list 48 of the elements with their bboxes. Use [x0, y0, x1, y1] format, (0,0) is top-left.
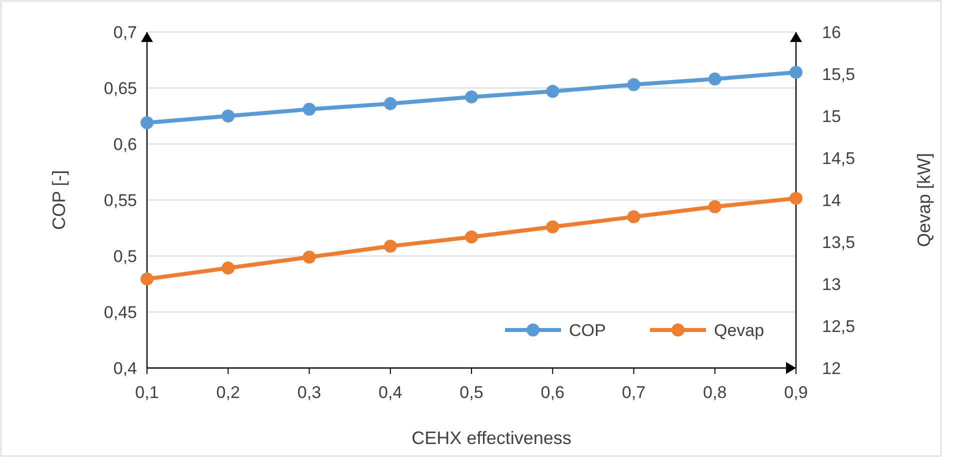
y2-tick-label: 13 — [822, 275, 841, 294]
legend-label: Qevap — [714, 321, 764, 340]
y2-tick-label: 12,5 — [822, 317, 856, 336]
x-axis-title: CEHX effectiveness — [412, 428, 572, 448]
x-tick-label: 0,7 — [622, 383, 646, 402]
y-tick-label: 0,7 — [113, 23, 137, 42]
y2-tick-label: 13,5 — [822, 233, 856, 252]
y2-tick-label: 15 — [822, 107, 841, 126]
point — [708, 72, 722, 86]
point — [384, 240, 397, 253]
point — [708, 200, 722, 214]
point — [546, 84, 560, 98]
point — [465, 90, 478, 104]
x-tick-label: 0,6 — [540, 383, 564, 402]
point — [546, 220, 560, 234]
x-tick-label: 0,2 — [216, 383, 240, 402]
legend-label: COP — [569, 321, 606, 340]
point — [222, 262, 235, 275]
point — [790, 192, 802, 205]
y2-axis-title: Qevap [kW] — [914, 152, 934, 248]
point — [465, 230, 478, 244]
y-tick-label: 0,6 — [113, 135, 137, 154]
y2-tick-label: 15,5 — [822, 65, 856, 84]
point — [627, 78, 640, 92]
y-tick-label: 0,55 — [104, 191, 137, 210]
y-tick-label: 0,65 — [104, 79, 137, 98]
x-tick-label: 0,5 — [460, 383, 484, 402]
point — [790, 66, 802, 79]
y-tick-label: 0,45 — [104, 303, 137, 322]
point — [627, 210, 640, 224]
point — [140, 116, 154, 130]
x-tick-label: 0,8 — [703, 383, 727, 402]
x-tick-label: 0,9 — [784, 383, 808, 402]
y-tick-label: 0,5 — [113, 247, 137, 266]
y-tick-label: 0,4 — [113, 359, 137, 378]
point — [222, 110, 235, 122]
y2-tick-label: 14 — [822, 191, 841, 210]
x-tick-label: 0,1 — [135, 383, 159, 402]
y-axis-title: COP [-] — [49, 170, 69, 230]
y2-tick-label: 14,5 — [822, 149, 856, 168]
x-tick-label: 0,4 — [378, 383, 402, 402]
y2-tick-label: 12 — [822, 359, 841, 378]
x-tick-label: 0,3 — [297, 383, 322, 402]
point — [302, 102, 316, 116]
y2-tick-label: 16 — [822, 23, 841, 42]
point — [140, 272, 154, 286]
point — [384, 97, 397, 110]
point — [302, 250, 316, 264]
